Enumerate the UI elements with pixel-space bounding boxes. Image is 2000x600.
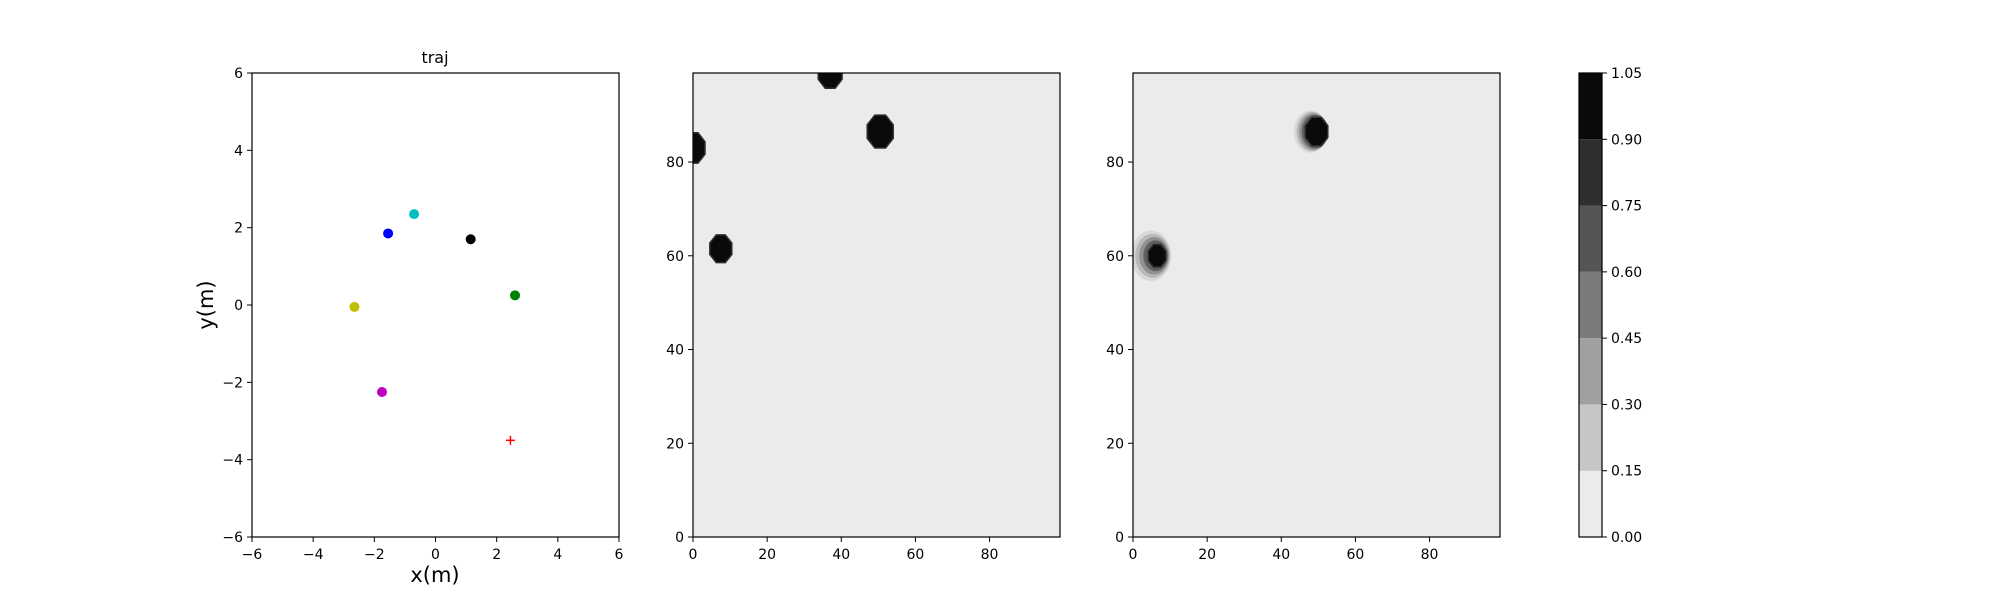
p3-xtick-label: 40	[1272, 547, 1290, 563]
p3-ytick-label: 0	[1115, 530, 1124, 546]
panel1-axes-frame	[251, 72, 620, 538]
colorbar-ticks: 0.00 0.15 0.30 0.45 0.60 0.75 0.90 1.05	[1602, 66, 1642, 546]
panel2-axes-frame	[692, 72, 1061, 538]
panel1-xlabel: x(m)	[410, 563, 459, 587]
panel3-x-ticks: 0 20 40 60 80	[1129, 537, 1439, 563]
panel2-background	[693, 73, 1060, 537]
p2-xtick-label: 80	[981, 547, 999, 563]
agent-point	[383, 228, 394, 239]
panel2-y-ticks: 0 20 40 60 80	[666, 155, 693, 546]
p1-xtick-label: 2	[492, 547, 501, 563]
p3-ytick-label: 40	[1106, 343, 1124, 359]
p1-xtick-label: 6	[615, 547, 624, 563]
p1-xtick-label: −4	[303, 547, 324, 563]
p1-ytick-label: −6	[222, 530, 243, 546]
colorbar-tick-label: 1.05	[1611, 66, 1642, 82]
agent-point	[376, 387, 387, 397]
panel1-title: traj	[421, 48, 448, 67]
heatmap-panel-1: 0 20 40 60 80 0 20 40 60 80	[666, 72, 1061, 563]
p2-ytick-label: 20	[666, 436, 684, 452]
p1-xtick-label: 4	[553, 547, 562, 563]
colorbar-tick-label: 0.90	[1611, 132, 1642, 148]
p1-ytick-label: −4	[222, 453, 243, 469]
p2-ytick-label: 0	[675, 530, 684, 546]
colorbar: 0.00 0.15 0.30 0.45 0.60 0.75 0.90 1.05	[1578, 66, 1642, 546]
colorbar-band	[1579, 139, 1602, 206]
heat-blob	[866, 114, 894, 149]
p2-xtick-label: 60	[907, 547, 925, 563]
trajectory-panel: traj −6 −4 −2 0 2 4 6 −6 −4 −2 0 2 4 6 x(m) y(m)	[194, 48, 624, 587]
p1-ytick-label: 2	[234, 221, 243, 237]
colorbar-tick-label: 0.60	[1611, 265, 1642, 281]
panel3-y-ticks: 0 20 40 60 80	[1106, 155, 1133, 546]
panel1-points	[349, 209, 521, 445]
panel1-x-ticks: −6 −4 −2 0 2 4 6	[242, 537, 624, 563]
colorbar-band	[1579, 470, 1602, 537]
agent-point	[465, 234, 476, 245]
p2-ytick-label: 40	[666, 343, 684, 359]
p2-xtick-label: 40	[832, 547, 850, 563]
p3-xtick-label: 60	[1347, 547, 1365, 563]
p2-ytick-label: 80	[666, 155, 684, 171]
p1-ytick-label: 4	[234, 143, 243, 159]
p2-xtick-label: 20	[758, 547, 776, 563]
colorbar-band	[1579, 205, 1602, 272]
agent-point	[409, 209, 420, 220]
p1-ytick-label: 0	[234, 298, 243, 314]
p1-xtick-label: −2	[364, 547, 385, 563]
panel3-blobs	[1133, 110, 1329, 282]
p3-ytick-label: 80	[1106, 155, 1124, 171]
p2-ytick-label: 60	[666, 249, 684, 265]
colorbar-tick-label: 0.30	[1611, 397, 1642, 413]
p1-ytick-label: 6	[234, 66, 243, 82]
panel1-y-ticks: −6 −4 −2 0 2 4 6	[222, 66, 252, 546]
panel2-x-ticks: 0 20 40 60 80	[689, 537, 999, 563]
p1-ytick-label: −2	[222, 375, 243, 391]
colorbar-band	[1579, 271, 1602, 339]
heatmap-panel-2: 0 20 40 60 80 0 20 40 60 80	[1106, 72, 1501, 563]
p3-ytick-label: 20	[1106, 436, 1124, 452]
agent-point	[349, 301, 360, 312]
p3-ytick-label: 60	[1106, 249, 1124, 265]
p1-xtick-label: −6	[242, 547, 263, 563]
heat-blob	[693, 132, 706, 164]
colorbar-tick-label: 0.15	[1611, 464, 1642, 480]
p1-xtick-label: 0	[431, 547, 440, 563]
panel1-ylabel: y(m)	[194, 280, 218, 329]
p3-xtick-label: 20	[1198, 547, 1216, 563]
colorbar-tick-label: 0.00	[1611, 530, 1642, 546]
colorbar-tick-label: 0.45	[1611, 331, 1642, 347]
colorbar-frame	[1578, 72, 1603, 538]
goal-marker	[505, 435, 515, 445]
colorbar-band	[1579, 404, 1602, 471]
p2-xtick-label: 0	[689, 547, 698, 563]
p3-xtick-label: 80	[1421, 547, 1439, 563]
p3-xtick-label: 0	[1129, 547, 1138, 563]
heat-blob	[817, 73, 843, 89]
heat-blob	[709, 234, 733, 264]
colorbar-bands	[1579, 73, 1602, 537]
panel3-axes-frame	[1132, 72, 1501, 538]
colorbar-band	[1579, 338, 1602, 405]
panel2-blobs	[693, 73, 894, 264]
colorbar-band	[1579, 73, 1602, 140]
colorbar-tick-label: 0.75	[1611, 199, 1642, 215]
heat-blob	[1147, 243, 1167, 268]
heat-blob	[1304, 116, 1329, 147]
agent-point	[510, 290, 521, 301]
